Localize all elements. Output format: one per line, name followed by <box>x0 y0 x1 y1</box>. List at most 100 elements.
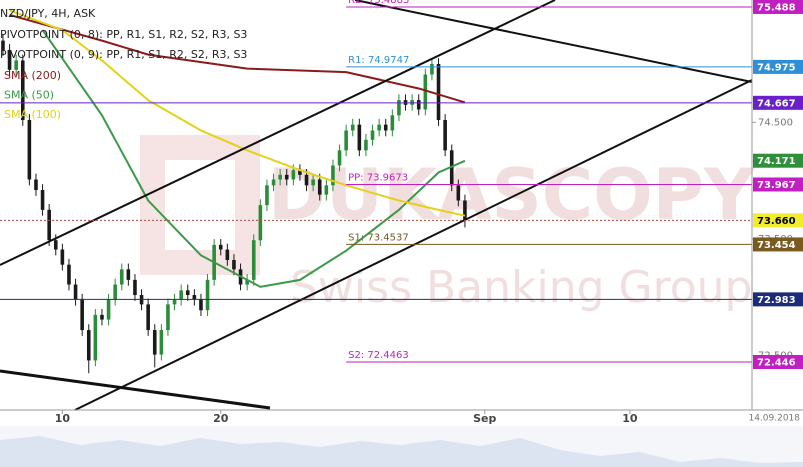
x-tick-label: 10 <box>55 412 71 425</box>
overlay: SMA (200) SMA (50) SMA (100) R2: 75.4883 75.… <box>0 0 803 369</box>
candle-body <box>119 269 124 285</box>
legend-entry: SMA (200) <box>4 69 61 82</box>
watermark-subtitle: Swiss Banking Group <box>290 262 752 313</box>
indicator-label: PIVOTPOINT (0, 8): PP, R1, S1, R2, S2, R… <box>0 28 247 41</box>
x-tick-label: Sep <box>473 412 496 425</box>
price-badge <box>753 153 803 168</box>
candle-body <box>357 124 362 151</box>
candle-body <box>205 279 210 311</box>
candle-body <box>383 124 388 131</box>
candle-body <box>390 115 395 131</box>
sma-line <box>9 13 466 104</box>
candle-body <box>172 299 177 305</box>
price-badge-label: 72.983 <box>757 295 796 306</box>
candle-body <box>159 330 164 355</box>
candle-body <box>60 249 65 265</box>
candle-body <box>397 100 401 116</box>
candle-body <box>1 40 5 50</box>
price-badge-label: 74.667 <box>757 98 796 109</box>
candle-body <box>430 63 434 75</box>
candle-body <box>100 314 104 320</box>
x-tick-label: 20 <box>213 412 229 425</box>
legend-entry: SMA (100) <box>4 108 61 121</box>
candle-body <box>232 260 236 270</box>
candle-body <box>245 279 249 285</box>
candle-body <box>436 63 441 120</box>
candle-body <box>463 200 467 221</box>
candle-body <box>53 240 58 250</box>
candle-body <box>106 299 111 320</box>
candle-body <box>304 174 309 186</box>
x-tick-label: 10 <box>622 412 638 425</box>
sma-line <box>41 29 466 288</box>
candle-body <box>80 299 84 331</box>
candle-body <box>344 130 348 151</box>
watermark-logo <box>140 135 260 275</box>
candle-body <box>133 279 137 296</box>
candle-body <box>258 205 263 241</box>
candle-body <box>337 150 342 166</box>
price-badge-label: 73.967 <box>757 180 796 191</box>
level-label: R1: 74.9747 <box>348 55 409 66</box>
candle-body <box>271 179 276 186</box>
price-badge-label: 75.488 <box>757 2 796 13</box>
candle-body <box>225 249 230 261</box>
price-badge <box>753 95 803 110</box>
price-badge-label: 73.660 <box>757 216 796 227</box>
candle-body <box>146 304 150 331</box>
price-badge <box>753 213 803 228</box>
watermark-title: DUKASCOPY <box>268 154 756 236</box>
candle-body <box>423 74 428 110</box>
candle-body <box>377 124 381 131</box>
candle-body <box>47 209 51 241</box>
price-badge <box>753 0 803 14</box>
price-badge-label: 72.446 <box>757 357 796 368</box>
plot <box>1 9 467 374</box>
date-label: 14.09.2018 <box>748 414 800 424</box>
candle-body <box>449 150 454 186</box>
y-tick-label: 74.500 <box>758 117 793 128</box>
candle-body <box>86 330 91 361</box>
legend-entry: SMA (50) <box>4 89 54 102</box>
candle-body <box>185 290 190 296</box>
candle-body <box>179 290 183 300</box>
price-badge-label: 74.171 <box>757 156 796 167</box>
candle-body <box>199 299 203 311</box>
candle-body <box>218 244 223 250</box>
candle-body <box>7 49 12 70</box>
candle-body <box>34 179 38 191</box>
candle-body <box>278 174 282 180</box>
price-badge-label: 73.454 <box>757 240 796 251</box>
sma-line <box>9 9 466 217</box>
candle-body <box>331 165 335 186</box>
candle-body <box>14 60 18 70</box>
level-label: S1: 73.4537 <box>348 232 409 243</box>
candle-body <box>93 314 98 361</box>
candle-body <box>20 60 25 120</box>
price-badge <box>753 354 803 369</box>
candle-body <box>67 264 71 285</box>
candle-body <box>152 330 157 355</box>
price-badge <box>753 177 803 192</box>
price-badge <box>753 237 803 252</box>
price-badge <box>753 292 803 307</box>
candle-body <box>311 179 315 186</box>
candle-body <box>166 304 170 331</box>
candle-body <box>416 100 421 110</box>
candle-body <box>113 284 117 300</box>
candle-body <box>40 190 45 210</box>
level-label: PP: 73.9673 <box>348 172 408 183</box>
candle-body <box>251 240 256 280</box>
level-label: R2: 75.4883 <box>348 0 409 6</box>
candle-body <box>73 284 78 300</box>
candle-body <box>192 295 197 300</box>
candle-body <box>370 130 375 140</box>
candle-body <box>265 185 269 206</box>
navigator <box>0 426 803 467</box>
candle-body <box>284 174 289 180</box>
candle-body <box>443 119 447 151</box>
candle-body <box>126 269 131 280</box>
candle-body <box>298 170 302 175</box>
